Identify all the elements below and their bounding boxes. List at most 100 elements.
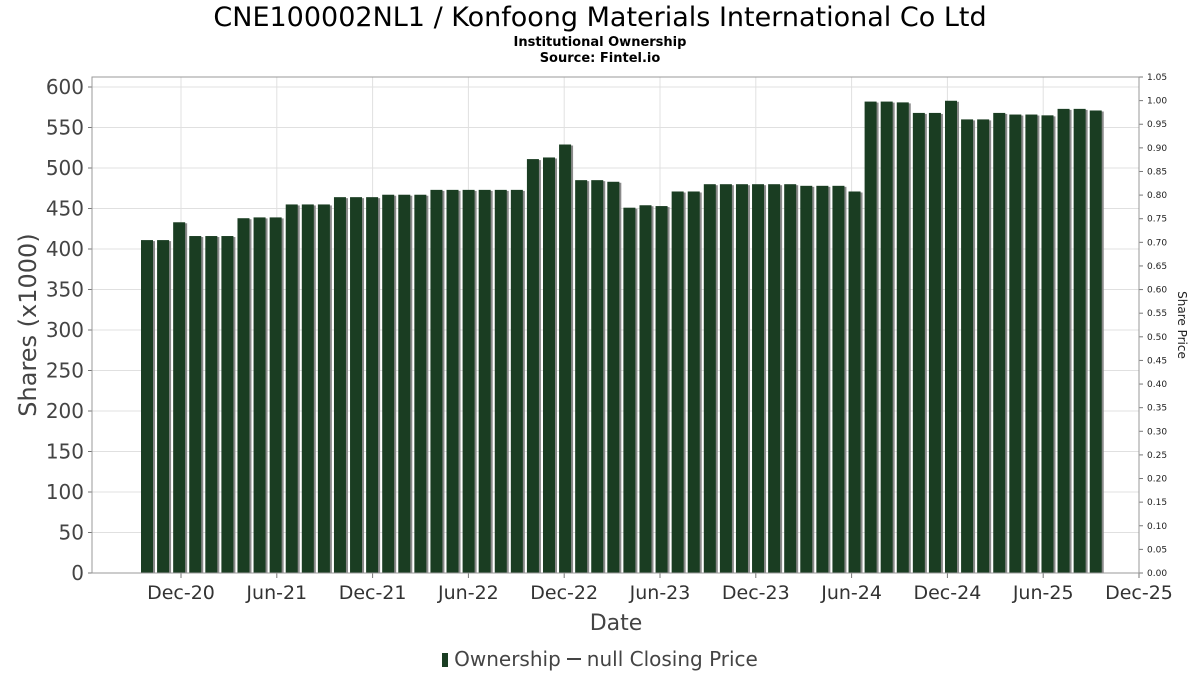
legend: Ownership null Closing Price bbox=[0, 647, 1200, 671]
y2-tick-label: 1.00 bbox=[1147, 97, 1167, 107]
bar bbox=[333, 197, 346, 573]
y2-tick-label: 0.75 bbox=[1147, 215, 1167, 225]
bar bbox=[1009, 114, 1022, 573]
y2-tick-label: 0.05 bbox=[1147, 545, 1167, 555]
chart-subtitle: Institutional Ownership bbox=[513, 35, 687, 50]
y2-tick-label: 0.15 bbox=[1147, 498, 1167, 508]
bar bbox=[591, 180, 604, 573]
bar bbox=[350, 197, 363, 573]
y2-tick-label: 0.00 bbox=[1147, 569, 1167, 579]
bar bbox=[414, 194, 427, 574]
bar bbox=[559, 144, 572, 573]
bar bbox=[639, 205, 652, 573]
bar bbox=[317, 204, 330, 573]
y-tick-label: 450 bbox=[46, 197, 84, 221]
y-tick-label: 200 bbox=[46, 399, 84, 423]
bar bbox=[896, 102, 909, 573]
bar bbox=[173, 222, 186, 573]
y2-tick-label: 1.05 bbox=[1147, 73, 1167, 83]
plot-frame bbox=[91, 76, 1140, 574]
bar bbox=[510, 189, 523, 573]
bar bbox=[623, 207, 636, 573]
legend-ownership-swatch bbox=[442, 653, 449, 667]
bar bbox=[880, 101, 893, 573]
bar bbox=[301, 204, 314, 573]
bar bbox=[494, 189, 507, 573]
y2-tick-label: 0.85 bbox=[1147, 167, 1167, 177]
chart-title: CNE100002NL1 / Konfoong Materials Intern… bbox=[213, 2, 987, 33]
bar bbox=[253, 217, 266, 573]
bar bbox=[237, 218, 250, 573]
bar bbox=[703, 184, 716, 573]
x-tick-label: Jun-24 bbox=[820, 582, 882, 604]
bar bbox=[462, 189, 475, 573]
bar bbox=[671, 191, 684, 574]
x-tick-label: Dec-21 bbox=[339, 582, 407, 604]
y-tick-label: 600 bbox=[46, 75, 84, 99]
bar bbox=[848, 191, 861, 574]
x-tick-label: Dec-23 bbox=[722, 582, 790, 604]
legend-price-line bbox=[566, 658, 581, 660]
x-tick-label: Dec-24 bbox=[913, 582, 981, 604]
bar bbox=[816, 185, 829, 573]
y-tick-label: 300 bbox=[46, 318, 84, 342]
y2-tick-label: 0.55 bbox=[1147, 309, 1167, 319]
y2-tick-label: 0.95 bbox=[1147, 120, 1167, 130]
y-tick-label: 250 bbox=[46, 359, 84, 383]
bar bbox=[366, 197, 379, 573]
bar bbox=[607, 181, 620, 573]
x-tick-label: Dec-20 bbox=[147, 582, 215, 604]
legend-ownership-label: Ownership bbox=[454, 647, 561, 671]
y2-tick-label: 0.45 bbox=[1147, 356, 1167, 366]
x-tick-label: Jun-22 bbox=[437, 582, 499, 604]
y2-tick-label: 0.90 bbox=[1147, 144, 1167, 154]
bar bbox=[430, 189, 443, 573]
y2-tick-label: 0.80 bbox=[1147, 191, 1167, 201]
y-tick-label: 500 bbox=[46, 156, 84, 180]
y2-tick-label: 0.30 bbox=[1147, 427, 1167, 437]
bar bbox=[735, 184, 748, 573]
x-tick-label: Jun-25 bbox=[1012, 582, 1074, 604]
chart-source: Source: Fintel.io bbox=[539, 51, 661, 66]
bar bbox=[446, 189, 459, 573]
axis-layer: 0 50 100 150 200 250 300 350 400 450 500 550 600 Dec-… bbox=[46, 73, 1173, 604]
bar bbox=[398, 194, 411, 574]
bar bbox=[768, 184, 781, 573]
y-tick-label: 50 bbox=[59, 521, 84, 545]
bar bbox=[189, 236, 202, 574]
bar bbox=[221, 236, 234, 574]
x-tick-label: Dec-22 bbox=[530, 582, 598, 604]
bar bbox=[945, 100, 957, 574]
bar bbox=[1041, 115, 1054, 573]
bar bbox=[575, 180, 588, 573]
y-axis-label: Shares (x1000) bbox=[14, 233, 42, 416]
y2-tick-label: 0.60 bbox=[1147, 286, 1167, 296]
bar bbox=[719, 184, 732, 573]
bar bbox=[526, 159, 539, 573]
bar bbox=[157, 240, 170, 573]
bar bbox=[912, 112, 925, 574]
bar-layer bbox=[141, 100, 1104, 574]
y2-axis-label: Share Price bbox=[1175, 291, 1189, 359]
y2-tick-label: 0.20 bbox=[1147, 475, 1167, 485]
bar bbox=[1057, 108, 1070, 574]
bar bbox=[478, 189, 491, 573]
bar bbox=[285, 204, 298, 573]
legend-price-label: null Closing Price bbox=[586, 647, 758, 671]
x-tick-label: Jun-23 bbox=[629, 582, 691, 604]
bar bbox=[993, 112, 1006, 574]
y2-tick-label: 0.70 bbox=[1147, 238, 1167, 248]
bar bbox=[977, 119, 990, 574]
y-tick-label: 550 bbox=[46, 116, 84, 140]
y2-tick-label: 0.35 bbox=[1147, 404, 1167, 414]
x-tick-label: Dec-25 bbox=[1105, 582, 1173, 604]
bar bbox=[687, 191, 700, 574]
bar bbox=[961, 119, 974, 574]
y2-tick-label: 0.10 bbox=[1147, 522, 1167, 532]
y-tick-label: 400 bbox=[46, 237, 84, 261]
bar bbox=[752, 184, 765, 573]
y-tick-label: 350 bbox=[46, 278, 84, 302]
bar bbox=[382, 194, 395, 574]
bar bbox=[864, 101, 877, 573]
bar bbox=[543, 157, 555, 573]
